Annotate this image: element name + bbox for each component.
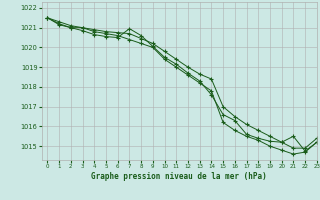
X-axis label: Graphe pression niveau de la mer (hPa): Graphe pression niveau de la mer (hPa) <box>91 172 267 181</box>
